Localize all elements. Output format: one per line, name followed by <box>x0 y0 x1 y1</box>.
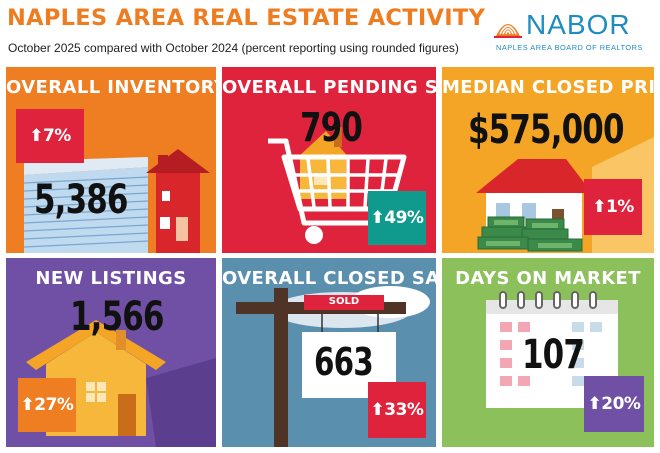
tile-title: OVERALL PENDING SALES <box>222 77 436 98</box>
pending-sales-value: 790 <box>300 105 363 151</box>
tile-new-listings: NEW LISTINGS 1,566 ⬆ 27% <box>6 258 216 447</box>
page-subtitle: October 2025 compared with October 2024 … <box>8 41 459 55</box>
change-value: 20% <box>601 394 641 414</box>
tile-overall-pending-sales: OVERALL PENDING SALES 790 ⬆49% <box>222 67 436 253</box>
shell-icon <box>494 24 522 38</box>
up-arrow-icon: ⬆ <box>370 208 385 228</box>
tile-title: OVERALL CLOSED SALES <box>222 268 436 289</box>
up-arrow-icon: ⬆ <box>592 197 606 217</box>
change-badge: ⬆ 7% <box>16 109 84 163</box>
change-value: 1% <box>605 197 634 217</box>
change-value: 27% <box>34 395 74 415</box>
inventory-value: 5,386 <box>34 177 128 223</box>
change-badge: ⬆ 33% <box>368 382 426 438</box>
tile-days-on-market: DAYS ON MARKET 107 ⬆ 20% <box>442 258 654 447</box>
sold-sign-label: SOLD <box>328 296 360 307</box>
tile-title: NEW LISTINGS <box>35 268 187 289</box>
change-badge: ⬆ 27% <box>18 378 76 432</box>
tile-median-closed-price: MEDIAN CLOSED PRICE $575,000 ⬆1% <box>442 67 654 253</box>
logo-tagline: NAPLES AREA BOARD OF REALTORS <box>496 43 643 52</box>
change-value: 7% <box>42 126 71 146</box>
closed-sales-value: 663 <box>314 340 374 384</box>
tile-title: OVERALL INVENTORY <box>6 77 216 98</box>
sold-sign-icon <box>236 286 430 447</box>
logo-wordmark: NABOR <box>526 9 631 40</box>
change-value: 49% <box>384 208 424 228</box>
change-badge: ⬆ 49% <box>368 191 426 245</box>
new-listings-value: 1,566 <box>70 294 164 340</box>
up-arrow-icon: ⬆ <box>587 394 602 414</box>
tile-overall-closed-sales: OVERALL CLOSED SALES SOLD 663 ⬆33% <box>222 258 436 447</box>
change-badge: ⬆ 20% <box>584 376 644 432</box>
house-icon <box>26 320 216 447</box>
up-arrow-icon: ⬆ <box>370 400 385 420</box>
change-badge: ⬆ 1% <box>584 179 642 235</box>
tile-title: MEDIAN CLOSED PRICE <box>442 77 654 98</box>
up-arrow-icon: ⬆ <box>29 126 43 146</box>
change-value: 33% <box>384 400 424 420</box>
days-on-market-value: 107 <box>522 332 585 378</box>
tile-overall-inventory: OVERALL INVENTORY 5,386 ⬆ 7% <box>6 67 216 253</box>
tile-title: DAYS ON MARKET <box>455 268 641 289</box>
page-title: NAPLES AREA REAL ESTATE ACTIVITY <box>7 5 486 31</box>
up-arrow-icon: ⬆ <box>20 395 35 415</box>
nabor-logo: NABOR NAPLES AREA BOARD OF REALTORS <box>492 8 652 58</box>
median-price-value: $575,000 <box>468 107 624 153</box>
